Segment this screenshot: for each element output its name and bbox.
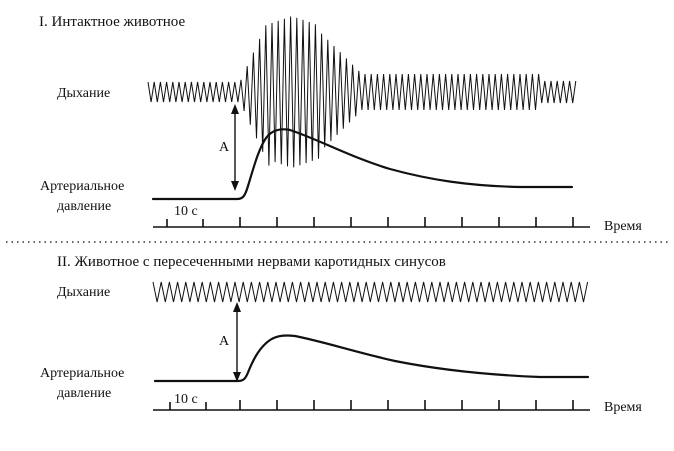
panel-1-time-ticks bbox=[166, 217, 574, 227]
panel-2-amplitude-label: А bbox=[219, 334, 230, 349]
panel-1-amplitude-label: А bbox=[219, 140, 230, 155]
panel-1-title: I. Интактное животное bbox=[39, 14, 185, 30]
panel-1: I. Интактное животное Дыхание Артериальн… bbox=[39, 14, 642, 234]
panel-2-pressure-label-line2: давление bbox=[57, 386, 111, 401]
panel-2-respiration-label: Дыхание bbox=[57, 285, 110, 300]
panel-2: II. Животное с пересеченными нервами кар… bbox=[40, 254, 642, 415]
panel-2-amplitude-arrow bbox=[233, 302, 241, 382]
panel-1-pressure-label-line2: давление bbox=[57, 199, 111, 214]
panel-2-respiration-trace bbox=[152, 281, 589, 303]
panel-2-time-ticks bbox=[169, 400, 574, 410]
panel-1-pressure-curve bbox=[151, 128, 574, 201]
panel-2-time-scale-label: 10 с bbox=[174, 392, 198, 407]
panel-1-time-scale-label: 10 с bbox=[174, 204, 198, 219]
panel-2-title: II. Животное с пересеченными нервами кар… bbox=[57, 254, 446, 270]
panel-2-pressure-curve bbox=[153, 334, 590, 383]
panel-2-pressure-label-line1: Артериальное bbox=[40, 366, 124, 381]
panel-2-time-axis-label: Время bbox=[604, 400, 642, 415]
panel-1-amplitude-arrow bbox=[231, 104, 239, 191]
panel-1-respiration-trace bbox=[147, 16, 577, 168]
panel-1-respiration-label: Дыхание bbox=[57, 86, 110, 101]
panel-1-time-axis-label: Время bbox=[604, 219, 642, 234]
panel-1-pressure-label-line1: Артериальное bbox=[40, 179, 124, 194]
